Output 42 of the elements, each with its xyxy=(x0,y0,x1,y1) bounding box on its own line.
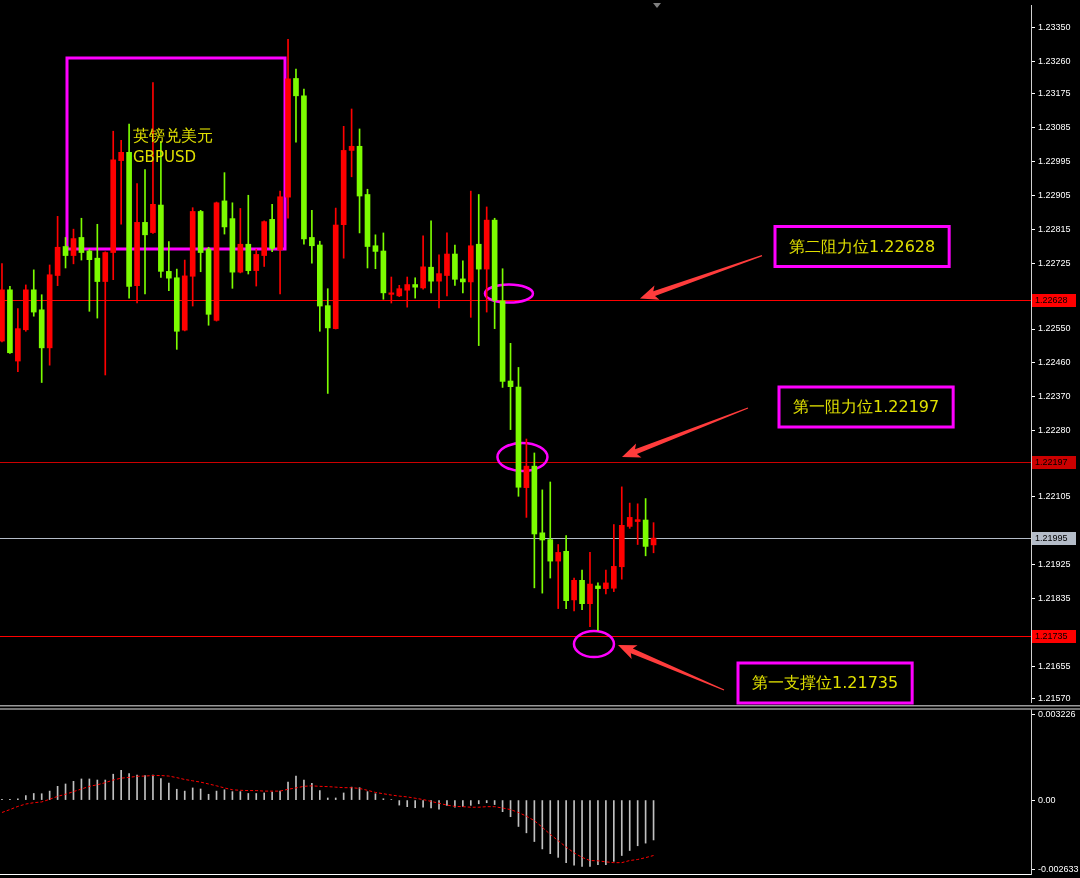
ref-line-label: 1.21735 xyxy=(1035,631,1068,642)
y-tick-label: 1.22815 xyxy=(1038,223,1071,234)
y-tick-label: 1.21925 xyxy=(1038,558,1071,569)
y-tick-label: 1.23350 xyxy=(1038,22,1071,33)
y-tick-label: 0.003226 xyxy=(1038,709,1076,720)
y-tick-label: 1.22550 xyxy=(1038,323,1071,334)
y-tick-label: 1.22725 xyxy=(1038,257,1071,268)
candlestick xyxy=(118,139,124,225)
y-tick-label: 1.22370 xyxy=(1038,391,1071,402)
y-tick-label: 1.22995 xyxy=(1038,155,1071,166)
candlestick xyxy=(547,481,554,579)
y-tick-label: 1.23085 xyxy=(1038,121,1071,132)
candlestick xyxy=(166,241,172,291)
y-tick-label: 1.22460 xyxy=(1038,357,1071,368)
ref-line-label: 1.21995 xyxy=(1035,533,1068,544)
candlestick xyxy=(595,582,601,631)
y-tick-label: -0.002633 xyxy=(1038,864,1079,875)
y-tick-label: 1.22905 xyxy=(1038,189,1071,200)
candlestick xyxy=(475,194,482,346)
candlestick xyxy=(539,489,546,594)
line-series xyxy=(1,775,655,864)
annotation: 第二阻力位1.22628 xyxy=(789,236,936,256)
candlestick xyxy=(555,544,562,609)
y-tick-label: 1.21835 xyxy=(1038,592,1071,603)
y-tick-label: 1.23175 xyxy=(1038,88,1071,99)
candlestick xyxy=(412,277,418,299)
candlestick xyxy=(428,220,434,294)
y-tick-label: 0.00 xyxy=(1038,794,1056,805)
candlestick xyxy=(293,68,299,143)
candlestick xyxy=(603,569,609,595)
ref-line-label: 1.22628 xyxy=(1035,295,1068,306)
y-tick-label: 1.23260 xyxy=(1038,56,1071,66)
annotation: 第一支撑位1.21735 xyxy=(752,673,899,693)
y-tick-label: 1.21655 xyxy=(1038,660,1071,671)
ref-line-label: 1.22197 xyxy=(1035,457,1068,468)
candlestick xyxy=(324,288,331,394)
y-tick-label: 1.22280 xyxy=(1038,425,1071,436)
y-tick-label: 1.21570 xyxy=(1038,692,1071,703)
annotation: 第一阻力位1.22197 xyxy=(793,397,940,417)
y-tick-label: 1.22105 xyxy=(1038,491,1071,502)
candlestick xyxy=(309,210,315,264)
candlestick xyxy=(142,169,148,295)
